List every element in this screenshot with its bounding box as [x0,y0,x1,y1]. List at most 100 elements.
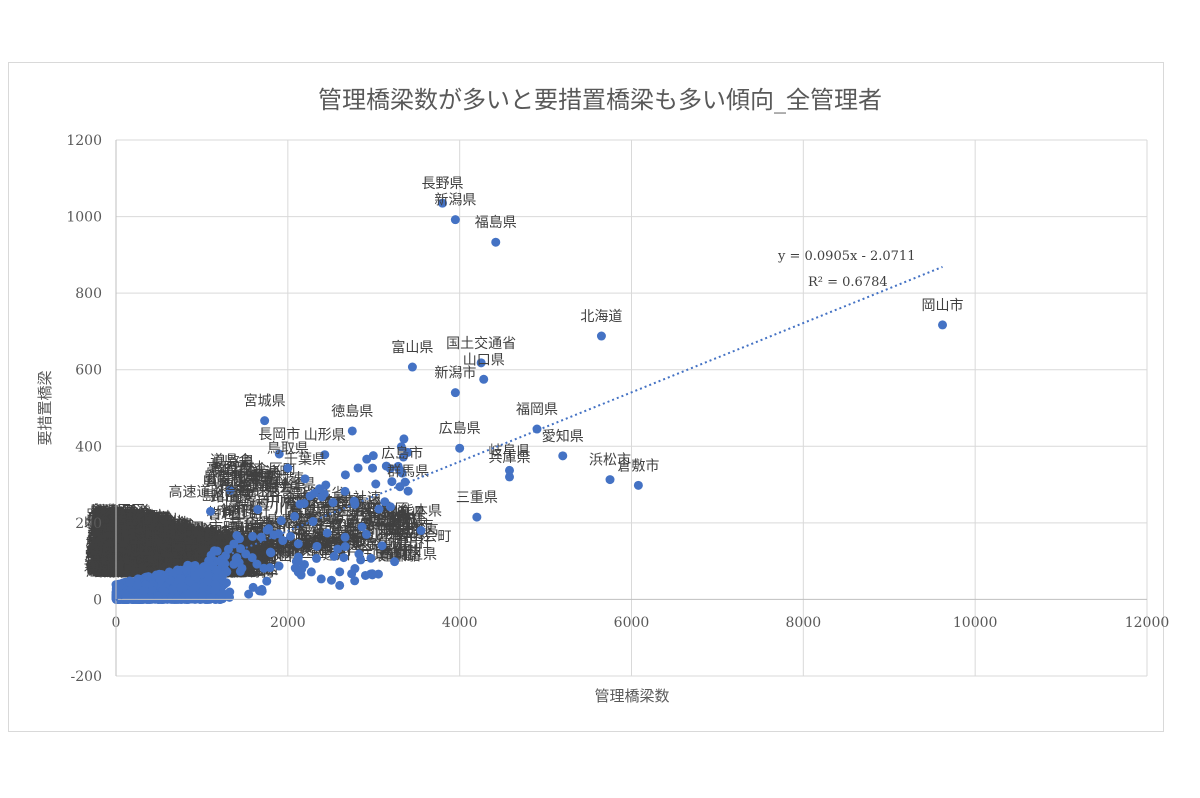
dense-point-label: 島島路 [159,528,201,544]
dense-point-label: 速川 [110,560,138,576]
point-label: 長野県 [421,176,463,192]
dense-point-label: 村速 [101,518,129,534]
dense-point-label: 町山 [136,527,164,543]
dense-point-label: 社島 [107,543,135,559]
dense-point-label: 川区道田 [185,531,241,547]
data-point [225,592,235,602]
point-label: 広島市 [381,445,423,462]
data-point [368,463,378,473]
data-point [290,511,300,521]
dense-point-label: 社田田田 [129,518,185,534]
x-tick-label: 8000 [786,615,822,631]
dense-point-label: 道県市区 [111,546,167,563]
dense-point-label: 町社村 [152,548,194,564]
y-tick-label: 800 [75,286,102,302]
data-point [112,589,122,599]
dense-point-label: 川県区社 [118,539,174,555]
trendline-equation: y = 0.0905x - 2.0711 [777,249,915,264]
dense-point-label: 省路 [121,519,149,535]
dense-point-label: 町会町 [147,522,189,538]
dense-point-label: 道路 [186,541,214,557]
point-label: 兵庫県 [488,449,530,466]
dense-point-label: 村速村 [146,549,188,565]
data-point [276,516,286,526]
data-point [293,539,303,549]
dense-point-label: 村県 [100,548,128,564]
dense-point-label: 村高村 [111,545,153,562]
dense-point-label: 道省 [128,527,156,543]
dense-point-label: 路町村村 [176,531,232,547]
data-point [160,587,170,597]
dense-point-label: 川市県 [105,562,147,579]
labeled-data-point [455,443,465,453]
dense-point-label: 山県高省 [144,531,200,548]
dense-point-label: 島山 [108,546,136,562]
x-tick-label: 12000 [1125,615,1170,631]
dense-point-label: 市川会区 [87,529,143,546]
dense-point-label: 川会 [120,547,148,563]
dense-point-label: 路会 [106,520,134,536]
dense-point-label: 区速 [110,533,138,549]
dense-point-label: 村路社田 [148,521,204,537]
data-point [220,559,230,569]
dense-point-label: 島島 [117,516,145,532]
dense-point-label: 村山田山 [145,524,201,540]
dense-point-label: 社島市 [165,524,207,541]
dense-point-label: 山町川 [111,537,153,553]
point-label: 富山県 [391,339,433,356]
labeled-data-point [347,426,357,436]
dense-point-label: 速路 [189,534,217,550]
data-point [262,576,272,586]
data-point [232,530,242,540]
data-point [223,544,233,554]
data-point [315,484,325,494]
dense-point-label: 区川 [172,527,200,543]
y-tick-label: -200 [71,669,102,685]
dense-point-label: 路社 [99,553,127,569]
dense-point-label: 町道会山 [116,516,172,532]
point-label: 群馬県 [387,464,429,480]
point-label: 熊本県 [400,504,442,520]
data-point [296,570,306,580]
dense-point-label: 山省 [110,522,138,538]
dense-point-label: 県町 [99,531,127,547]
dense-point-label: 市路道 [135,542,177,559]
dense-point-label: 田道会県 [163,530,219,546]
dense-point-label: 市田路会 [142,543,198,560]
dense-point-label: 川山 [138,557,166,573]
data-point [340,542,350,552]
dense-point-label: 路山省川 [149,528,205,544]
dense-point-label: 県田速社 [135,542,191,558]
dense-point-label: 島会田路 [125,549,181,565]
data-point [254,586,264,596]
data-point [203,570,213,580]
x-axis-title: 管理橋梁数 [594,687,669,705]
dense-point-label: 川路会社 [163,534,219,550]
data-point [339,553,349,563]
dense-point-label: 町高速町 [100,550,156,567]
dense-point-label: 市高田 [174,531,216,548]
y-tick-label: 0 [93,592,102,608]
point-label: 高速道路会社 [169,483,253,500]
data-point [168,585,178,595]
dense-point-label: 高川田 [154,544,196,561]
data-point [380,497,390,507]
dense-point-label: 川山 [100,514,128,530]
dense-point-label: 川川島区 [105,515,161,531]
dense-point-label: 区県山省 [110,547,166,563]
dense-point-label: 高会 [94,558,122,575]
dense-point-label: 田会区山 [132,546,188,562]
dense-point-label: 道路会 [92,563,134,579]
dense-point-label: 市町町 [108,518,150,535]
dense-point-label: 村島区 [91,548,133,564]
data-point [244,589,254,599]
dense-point-label: 省会村 [121,528,163,544]
dense-point-label: 川区 [163,546,191,562]
dense-point-label: 田会県川 [126,514,182,530]
dense-point-label: 島道区 [147,534,189,550]
x-tick-label: 4000 [442,615,478,631]
dense-point-label: 田村会高 [109,526,165,543]
dense-point-label: 省村 [126,536,154,552]
dense-point-label: 会田村社 [121,549,177,565]
dense-point-label: 高村速高 [174,533,230,550]
